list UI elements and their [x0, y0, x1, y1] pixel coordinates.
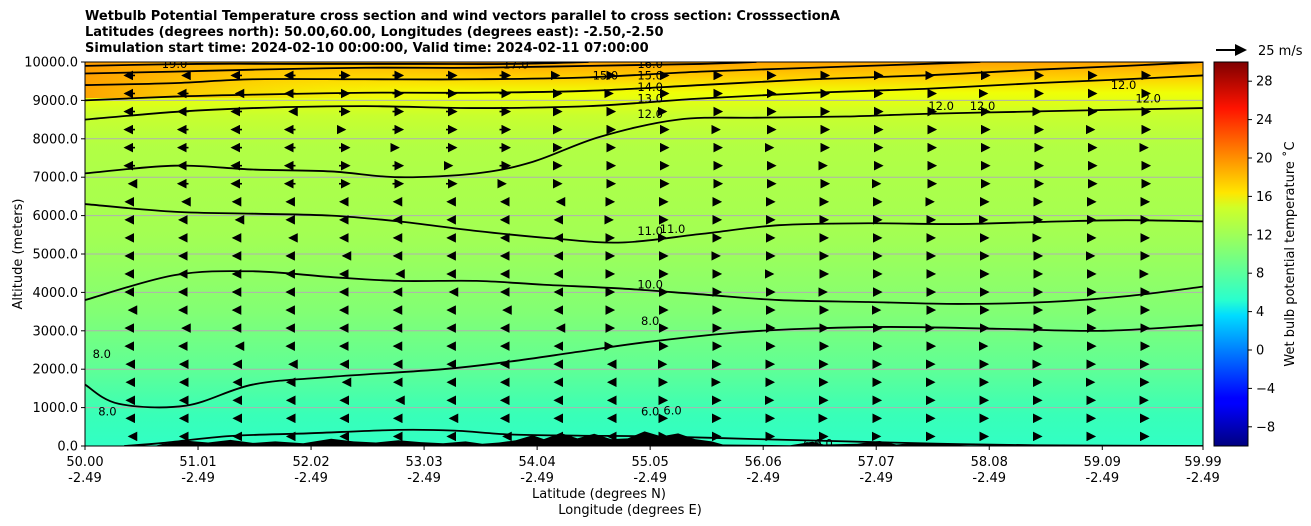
- y-tick-label: 3000.0: [33, 324, 79, 339]
- contour-label: 11.0: [637, 224, 663, 238]
- contour-label: 15.0: [637, 68, 663, 82]
- contour-label: 14.0: [637, 80, 663, 94]
- colorbar-tick-label: −4: [1256, 382, 1275, 397]
- x-tick-label-lon: -2.49: [746, 471, 780, 486]
- x-axis-label-longitude: Longitude (degrees E): [558, 503, 702, 518]
- y-tick-label: 0.0: [57, 440, 78, 455]
- terrain: [154, 431, 981, 446]
- contour-13: [85, 74, 1203, 121]
- x-tick-label-lat: 53.03: [405, 455, 442, 470]
- x-tick-label-lon: -2.49: [181, 471, 215, 486]
- colorbar-tick-label: 0: [1256, 344, 1264, 359]
- terrain-silhouette: [154, 431, 981, 446]
- contour-label: 12.0: [637, 107, 663, 121]
- x-tick-label-lat: 52.02: [292, 455, 329, 470]
- contour-label: 12.0: [1111, 78, 1137, 92]
- contour-label: 6.0: [641, 404, 659, 418]
- contour-label: 6.0: [814, 437, 832, 451]
- contour-label: 17.0: [503, 58, 529, 72]
- y-axis-label: Altitude (meters): [11, 199, 26, 310]
- chart-title: Wetbulb Potential Temperature cross sect…: [85, 9, 840, 24]
- contour-label: 6.0: [663, 404, 681, 418]
- contour-label: 12.0: [1135, 91, 1161, 105]
- y-tick-label: 5000.0: [33, 248, 79, 263]
- y-tick-label: 4000.0: [33, 286, 79, 301]
- x-tick-label-lon: -2.49: [633, 471, 667, 486]
- contour-label: 12.0: [928, 99, 954, 113]
- x-axis-label-latitude: Latitude (degrees N): [532, 487, 666, 502]
- contour-label: 15.0: [593, 68, 619, 82]
- x-tick-label-lon: -2.49: [972, 471, 1006, 486]
- colorbar-tick-label: 28: [1256, 75, 1273, 90]
- contour-17: [85, 62, 589, 67]
- x-tick-label-lat: 54.04: [519, 455, 556, 470]
- contour-label: 8.0: [98, 404, 116, 418]
- y-tick-label: 7000.0: [33, 171, 79, 186]
- y-tick-label: 9000.0: [33, 94, 79, 109]
- x-tick-label-lon: -2.49: [68, 471, 102, 486]
- colorbar-tick-label: 12: [1256, 228, 1273, 243]
- contour-15: [85, 62, 981, 86]
- x-tick-label-lat: 55.05: [632, 455, 669, 470]
- colorbar-tick-label: −8: [1256, 420, 1275, 435]
- x-tick-label-lat: 57.07: [858, 455, 895, 470]
- x-tick-label-lat: 59.99: [1184, 455, 1221, 470]
- contour-14: [85, 62, 1203, 102]
- colorbar-tick-label: 24: [1256, 113, 1273, 128]
- horizontal-gridlines: [85, 99, 1203, 409]
- colorbar-tick-label: 8: [1256, 267, 1264, 282]
- contour-label: 8.0: [93, 347, 111, 361]
- chart-subtitle-coordinates: Latitudes (degrees north): 50.00,60.00, …: [85, 25, 664, 40]
- contour-label: 12.0: [970, 99, 996, 113]
- y-tick-label: 8000.0: [33, 132, 79, 147]
- x-tick-label-lon: -2.49: [407, 471, 441, 486]
- contour-11: [85, 203, 1203, 244]
- contour-12: [85, 107, 1203, 179]
- colorbar: [1213, 61, 1249, 447]
- chart-subtitle-times: Simulation start time: 2024-02-10 00:00:…: [85, 41, 649, 56]
- colorbar-ticks: 28 24 20 16 12 8 4 0 −4 −8: [1248, 75, 1275, 435]
- x-tick-label-lon: -2.49: [1085, 471, 1119, 486]
- contour-lines: [85, 62, 1203, 446]
- x-tick-label-lat: 56.06: [745, 455, 782, 470]
- y-tick-label: 10000.0: [24, 56, 78, 71]
- x-tick-label-lon: -2.49: [1186, 471, 1220, 486]
- x-tick-label-lat: 50.00: [66, 455, 103, 470]
- y-tick-label: 6000.0: [33, 209, 79, 224]
- quiver-key-label: 25 m/s: [1258, 44, 1303, 59]
- wind-vectors: [123, 70, 1152, 442]
- y-tick-label: 2000.0: [33, 363, 79, 378]
- contour-label: 10.0: [637, 278, 663, 292]
- colorbar-tick-label: 4: [1256, 305, 1264, 320]
- contour-label: 16.0: [637, 57, 663, 71]
- x-axis: 50.00-2.4951.01-2.4952.02-2.4953.03-2.49…: [66, 446, 1222, 486]
- colorbar-label: Wet bulb potential temperature ˚C: [1282, 141, 1298, 366]
- colorbar-tick-label: 16: [1256, 190, 1273, 205]
- colorbar-tick-label: 20: [1256, 152, 1273, 167]
- x-tick-label-lon: -2.49: [520, 471, 554, 486]
- y-axis: 0.0 1000.0 2000.0 3000.0 4000.0 5000.0 6000.0 7…: [24, 56, 85, 455]
- contour-10: [85, 270, 1203, 305]
- contour-label: 19.0: [162, 57, 188, 71]
- contour-label: 13.0: [637, 91, 663, 105]
- x-tick-label-lon: -2.49: [294, 471, 328, 486]
- contour-labels: 19.0 17.0 16.015.0 15.014.013.012.012.0 12.0…: [93, 57, 1161, 451]
- x-tick-label-lat: 51.01: [179, 455, 216, 470]
- contour-label: 8.0: [641, 314, 659, 328]
- y-tick-label: 1000.0: [33, 401, 79, 416]
- x-tick-label-lat: 59.09: [1084, 455, 1121, 470]
- contour-8: [85, 324, 1203, 409]
- contour-6: [124, 428, 1203, 446]
- x-tick-label-lon: -2.49: [859, 471, 893, 486]
- contour-label: 11.0: [660, 222, 686, 236]
- contour-label: 6.0: [803, 437, 821, 451]
- x-tick-label-lat: 58.08: [971, 455, 1008, 470]
